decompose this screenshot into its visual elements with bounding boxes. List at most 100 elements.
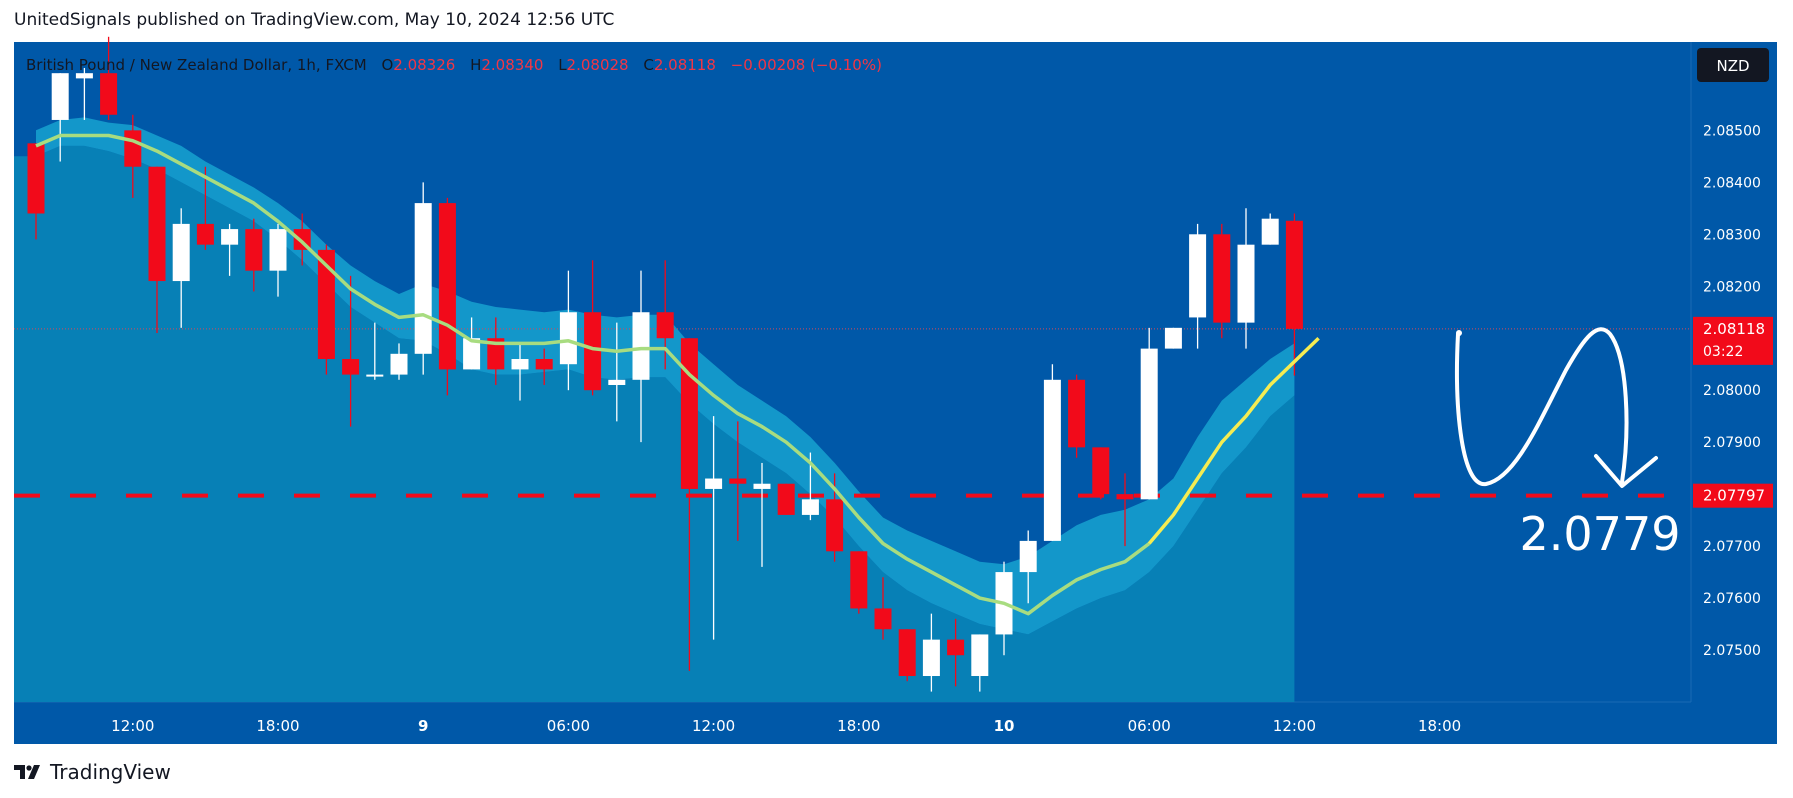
candle-body bbox=[51, 73, 69, 120]
candle[interactable] bbox=[1285, 213, 1303, 376]
candle-body bbox=[559, 312, 577, 365]
candle[interactable] bbox=[656, 260, 674, 370]
time-tick-label: 12:00 bbox=[1273, 717, 1316, 735]
candle[interactable] bbox=[608, 322, 626, 422]
high-value: 2.08340 bbox=[481, 56, 543, 74]
candle-body bbox=[922, 639, 940, 677]
candle-body bbox=[414, 203, 432, 354]
candle-body bbox=[729, 478, 747, 484]
candle-body bbox=[1261, 218, 1279, 245]
publisher-line: UnitedSignals published on TradingView.c… bbox=[14, 10, 615, 30]
currency-badge[interactable]: NZD bbox=[1697, 48, 1769, 82]
candle-body bbox=[1019, 540, 1037, 573]
target-level bbox=[14, 328, 1691, 498]
time-axis-bg bbox=[14, 702, 1777, 744]
candle[interactable] bbox=[898, 629, 916, 682]
time-tick-label: 18:00 bbox=[837, 717, 880, 735]
candle-body bbox=[438, 203, 456, 370]
candle[interactable] bbox=[947, 618, 965, 687]
candle[interactable] bbox=[632, 270, 650, 443]
candle-body bbox=[100, 73, 118, 115]
candle[interactable] bbox=[1140, 327, 1158, 500]
last-price-badge-bg bbox=[1693, 316, 1773, 365]
candle[interactable] bbox=[414, 182, 432, 375]
candle[interactable] bbox=[172, 208, 190, 328]
candle[interactable] bbox=[1213, 223, 1231, 339]
candle-body bbox=[366, 374, 384, 377]
candle[interactable] bbox=[1092, 447, 1110, 500]
candle-body bbox=[801, 499, 819, 515]
candle[interactable] bbox=[1068, 374, 1086, 458]
candle[interactable] bbox=[342, 275, 360, 427]
candle[interactable] bbox=[221, 223, 239, 276]
candle-body bbox=[172, 223, 190, 282]
candle[interactable] bbox=[584, 260, 602, 396]
candle[interactable] bbox=[922, 613, 940, 692]
candle[interactable] bbox=[705, 416, 723, 640]
candle[interactable] bbox=[438, 197, 456, 396]
candle-body bbox=[1237, 244, 1255, 323]
candle-body bbox=[463, 338, 481, 370]
candle[interactable] bbox=[850, 551, 868, 614]
candle[interactable] bbox=[51, 73, 69, 162]
candle-body bbox=[947, 639, 965, 656]
candle-body bbox=[148, 166, 166, 282]
candle-body bbox=[898, 629, 916, 677]
price-tick-label: 2.08300 bbox=[1703, 227, 1761, 243]
candle[interactable] bbox=[729, 421, 747, 541]
candle-body bbox=[1189, 234, 1207, 318]
candle[interactable] bbox=[680, 338, 698, 671]
candle[interactable] bbox=[196, 166, 214, 250]
candle[interactable] bbox=[463, 317, 481, 370]
price-axis[interactable]: 2.075002.076002.077002.078002.079002.080… bbox=[1693, 123, 1773, 659]
price-tick-label: 2.07700 bbox=[1703, 539, 1761, 555]
candle[interactable] bbox=[269, 223, 287, 297]
candle[interactable] bbox=[971, 634, 989, 692]
candle[interactable] bbox=[511, 343, 529, 401]
candle[interactable] bbox=[777, 483, 795, 515]
high-label: H bbox=[470, 56, 481, 74]
candle-body bbox=[1116, 494, 1134, 500]
candle[interactable] bbox=[245, 218, 263, 292]
time-tick-label: 12:00 bbox=[111, 717, 154, 735]
candle[interactable] bbox=[874, 577, 892, 640]
candle[interactable] bbox=[148, 166, 166, 334]
candle[interactable] bbox=[1189, 223, 1207, 349]
candle[interactable] bbox=[487, 317, 505, 385]
candle[interactable] bbox=[1237, 208, 1255, 349]
price-tick-label: 2.08200 bbox=[1703, 279, 1761, 295]
candle[interactable] bbox=[366, 322, 384, 380]
candle[interactable] bbox=[559, 270, 577, 391]
candle[interactable] bbox=[753, 462, 771, 567]
target-annotation: 2.0779 bbox=[1520, 507, 1681, 561]
last-price-badge[interactable]: 2.08118 03:22 bbox=[1693, 316, 1773, 365]
low-label: L bbox=[558, 56, 567, 74]
candle[interactable] bbox=[1261, 213, 1279, 245]
candle-body bbox=[487, 338, 505, 370]
candle-body bbox=[1068, 379, 1086, 448]
time-axis[interactable]: 12:00 18:00 9 06:00 12:00 18:00 10 06:00 12:00 18… bbox=[111, 717, 1461, 735]
candle[interactable] bbox=[75, 67, 93, 120]
candle[interactable] bbox=[1164, 327, 1182, 349]
candle[interactable] bbox=[535, 348, 553, 385]
candle[interactable] bbox=[1043, 364, 1061, 541]
candle[interactable] bbox=[390, 343, 408, 380]
open-label: O bbox=[381, 56, 393, 74]
price-tick-label: 2.07600 bbox=[1703, 591, 1761, 607]
time-tick-label: 12:00 bbox=[692, 717, 735, 735]
candle-body bbox=[874, 608, 892, 630]
candle[interactable] bbox=[27, 143, 45, 240]
price-tick-label: 2.08000 bbox=[1703, 383, 1761, 399]
price-chart[interactable]: 2.075002.076002.077002.078002.079002.080… bbox=[0, 0, 1793, 760]
candle-body bbox=[584, 312, 602, 391]
candle-body bbox=[269, 229, 287, 271]
legend[interactable]: British Pound / New Zealand Dollar, 1h, … bbox=[26, 56, 882, 74]
forecast-start-point bbox=[1456, 330, 1462, 336]
candle[interactable] bbox=[100, 36, 118, 120]
candle-body bbox=[656, 312, 674, 339]
target-price-badge[interactable]: 2.07797 bbox=[1693, 483, 1773, 508]
candle[interactable] bbox=[1019, 530, 1037, 604]
ema-line-recent bbox=[1147, 336, 1320, 545]
tradingview-brand[interactable]: TradingView bbox=[50, 760, 171, 784]
candle[interactable] bbox=[1116, 473, 1134, 547]
